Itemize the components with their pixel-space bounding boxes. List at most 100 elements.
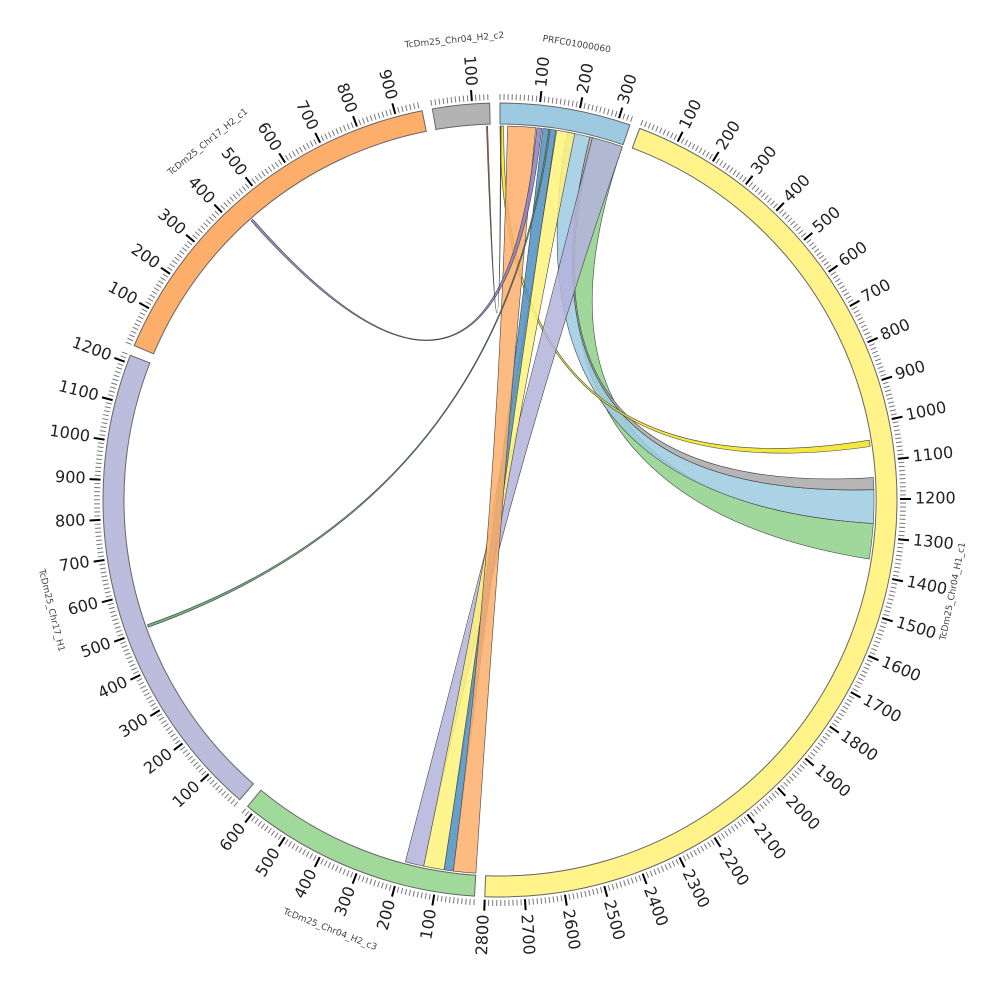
minor-tick [192,234,198,240]
minor-tick [436,895,439,902]
tick-label: 2600 [559,908,584,951]
minor-tick [555,97,558,105]
major-tick [93,559,105,563]
major-tick [278,152,286,164]
minor-tick [187,755,193,761]
link-PRFC01000060-to-TcDm25_Chr17_H1[interactable] [147,128,551,628]
major-tick [523,899,527,911]
segment-band[interactable] [102,354,255,801]
major-tick [129,674,141,681]
minor-tick [821,258,827,263]
minor-tick [214,210,220,216]
minor-tick [748,181,754,188]
major-tick [829,725,840,734]
minor-tick [267,827,272,834]
minor-tick [884,609,891,613]
minor-tick [687,141,692,148]
minor-tick [583,102,586,110]
minor-tick [165,726,172,731]
major-tick [678,857,686,868]
minor-tick [668,862,672,869]
tick-label: 300 [154,204,190,238]
minor-tick [883,613,890,617]
major-tick [745,175,754,186]
minor-tick [630,877,634,884]
major-tick [93,436,105,441]
minor-tick [673,134,678,141]
minor-tick [404,888,408,895]
minor-tick [835,278,841,283]
segment-label: PRFC01000060 [542,34,612,55]
minor-tick [320,135,325,142]
minor-tick [568,893,571,901]
minor-tick [887,397,894,400]
minor-tick [181,247,188,252]
minor-tick [150,702,156,707]
minor-tick [796,767,803,772]
minor-tick [328,131,332,138]
minor-tick [117,362,124,366]
minor-tick [176,253,183,258]
minor-tick [167,730,174,735]
link-PRFC01000060-to-TcDm25_Chr04_H2_c3[interactable] [453,125,537,874]
tick-label: 2300 [679,866,714,911]
minor-tick [163,723,169,728]
link-TcDm25_Chr04_H2_c2-to-PRFC01000060[interactable] [486,125,502,314]
minor-tick [875,636,882,640]
minor-tick [584,890,587,897]
minor-tick [124,652,131,656]
minor-tick [801,232,807,238]
minor-tick [719,160,724,166]
tick-label: 900 [55,467,86,488]
minor-tick [171,260,178,265]
major-tick [891,415,903,420]
tick-label: 600 [254,119,286,155]
minor-tick [707,841,712,848]
minor-tick [820,739,826,744]
segment-band[interactable] [431,102,491,131]
minor-tick [130,330,137,334]
minor-tick [544,897,547,904]
minor-tick [342,125,347,132]
tick-label: 600 [66,593,100,619]
minor-tick [108,390,115,393]
minor-tick [611,883,615,890]
minor-tick [886,602,893,605]
minor-tick [879,625,886,629]
segment-band[interactable] [246,789,477,897]
minor-tick [824,732,831,737]
minor-tick [424,893,427,900]
segment-band[interactable] [133,110,427,355]
minor-tick [114,626,121,629]
minor-tick [200,225,206,231]
minor-tick [185,752,191,758]
tick-label: 1000 [48,421,91,446]
minor-tick [412,890,415,897]
minor-tick [614,111,618,118]
major-tick [891,578,904,583]
major-tick [850,691,861,699]
minor-tick [160,276,166,281]
minor-tick [727,828,732,834]
tick-label: 100 [531,56,553,88]
tick-label: 400 [184,172,219,207]
minor-tick [309,140,314,147]
minor-tick [373,880,377,887]
segment-band[interactable] [484,127,898,898]
minor-tick [842,705,849,710]
tick-label: 1700 [860,690,905,726]
segment-band[interactable] [499,102,631,146]
minor-tick [350,122,354,129]
minor-tick [260,823,266,829]
minor-tick [284,839,289,845]
link-PRFC01000060-to-TcDm25_Chr17_H2_c1[interactable] [250,127,543,341]
tick-label: 300 [330,884,359,919]
minor-tick [595,105,598,112]
minor-tick [149,294,156,299]
minor-tick [102,418,109,421]
minor-tick [895,437,902,440]
minor-tick [244,183,250,189]
